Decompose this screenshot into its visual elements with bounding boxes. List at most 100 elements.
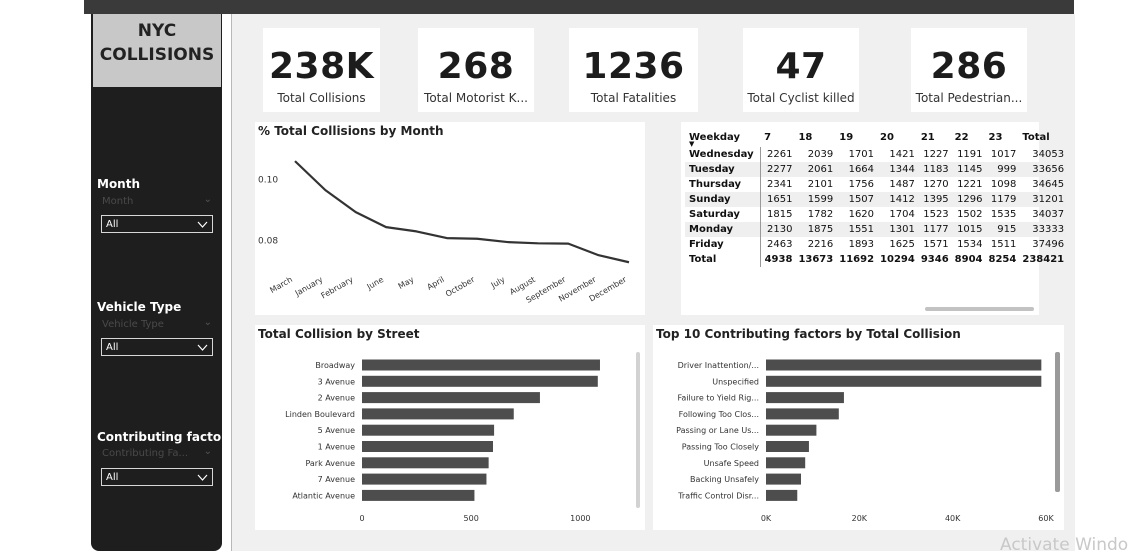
matrix-cell: 33333 — [1018, 222, 1067, 237]
line-point[interactable] — [596, 253, 601, 258]
kpi-value: 268 — [437, 46, 515, 87]
bar[interactable] — [766, 473, 801, 485]
kpi-card-total-cyclist-killed[interactable]: 47 Total Cyclist killed — [743, 28, 859, 112]
x-tick-label: 0 — [359, 514, 364, 523]
bar[interactable] — [362, 424, 495, 436]
bar[interactable] — [766, 441, 809, 452]
street-chart-scrollbar[interactable] — [636, 352, 640, 508]
matrix-cell: 1296 — [950, 192, 985, 207]
matrix-cell: 2039 — [807, 149, 834, 160]
category-label: 5 Avenue — [318, 426, 355, 435]
category-label: Backing Unsafely — [690, 475, 759, 484]
street-bar-chart-card[interactable]: Total Collision by Street Broadway 3 Aven… — [255, 325, 645, 530]
matrix-row[interactable]: Wednesday 2261 2039 1701 1421 1227 1191 1017 340… — [685, 147, 1066, 162]
matrix-cell: 1620 — [848, 209, 875, 220]
matrix-row-label: Tuesday — [685, 162, 761, 177]
matrix-row-label: Sunday — [685, 192, 761, 207]
bar[interactable] — [362, 375, 598, 387]
contributing-factors-dropdown-value: All — [106, 472, 119, 483]
matrix-cell: 1625 — [889, 239, 915, 250]
bar[interactable] — [766, 457, 806, 469]
kpi-card-total-pedestrian[interactable]: 286 Total Pedestrian... — [911, 28, 1027, 112]
matrix-col-header: 20 — [880, 131, 894, 143]
matrix-row-label: Monday — [685, 222, 761, 237]
month-dropdown[interactable]: All — [101, 215, 213, 233]
weekday-hour-matrix-card[interactable]: Weekday ▼ 7 18 19 20 21 22 23 Total Wedne… — [681, 122, 1067, 315]
matrix-cell: 1756 — [848, 179, 875, 190]
matrix-row[interactable]: Thursday 2341 2101 1756 1487 1270 1221 1098 3464… — [685, 177, 1066, 192]
line-point[interactable] — [475, 236, 480, 241]
factors-chart-scrollbar[interactable] — [1055, 352, 1060, 492]
matrix-col-header[interactable]: Weekday ▼ — [689, 131, 741, 149]
bar[interactable] — [362, 359, 600, 371]
month-line-chart-card[interactable]: % Total Collisions by Month 0.10 0.08 Marc… — [255, 122, 645, 315]
bar[interactable] — [362, 489, 475, 501]
line-point[interactable] — [627, 260, 632, 265]
category-label: 2 Avenue — [318, 394, 355, 403]
factors-bar-chart-card[interactable]: Top 10 Contributing factors by Total Col… — [653, 325, 1064, 530]
category-label: Unsafe Speed — [704, 459, 759, 468]
matrix-cell: 1221 — [957, 179, 983, 190]
matrix-cell: 37496 — [1032, 239, 1065, 250]
line-point[interactable] — [566, 241, 571, 246]
bar[interactable] — [362, 441, 493, 452]
matrix-cell: 1893 — [848, 239, 875, 250]
line-point[interactable] — [384, 225, 389, 230]
matrix-body: Wednesday 2261 2039 1701 1421 1227 1191 1017 340… — [685, 147, 1067, 267]
chevron-down-icon: ⌄ — [203, 194, 212, 205]
bar[interactable] — [362, 457, 489, 469]
matrix-cell: 1017 — [990, 149, 1017, 160]
category-label: Passing or Lane Us... — [676, 426, 759, 435]
contributing-factors-dropdown[interactable]: All — [101, 468, 213, 486]
month-dropdown-value: All — [106, 219, 119, 230]
line-point[interactable] — [505, 240, 510, 245]
chart-title: Total Collision by Street — [258, 327, 420, 341]
line-point[interactable] — [414, 229, 419, 234]
matrix-row-label: Wednesday — [685, 147, 761, 162]
matrix-row[interactable]: Sunday 1651 1599 1507 1412 1395 1296 1179 31201 — [685, 192, 1067, 207]
line-point[interactable] — [293, 159, 298, 164]
chevron-down-icon: ⌄ — [203, 317, 212, 328]
kpi-card-total-fatalities[interactable]: 1236 Total Fatalities — [569, 28, 698, 112]
bar[interactable] — [362, 408, 514, 420]
bar[interactable] — [766, 359, 1042, 371]
matrix-col-header: 21 — [920, 131, 935, 143]
matrix-row[interactable]: Monday 2130 1875 1551 1301 1177 1015 915 33333 — [685, 222, 1067, 237]
kpi-value: 47 — [775, 46, 827, 87]
matrix-total-row[interactable]: Total 4938 13673 11692 10294 9346 8904 8254 2384… — [685, 252, 1066, 267]
line-point[interactable] — [444, 236, 449, 241]
category-label: 3 Avenue — [318, 377, 355, 386]
line-point[interactable] — [323, 188, 328, 193]
matrix-cell: 1534 — [957, 239, 983, 250]
matrix-cell: 1395 — [916, 192, 951, 207]
matrix-cell: 1179 — [984, 192, 1019, 207]
bar[interactable] — [766, 375, 1042, 387]
bar[interactable] — [362, 473, 487, 485]
matrix-cell: 34645 — [1032, 179, 1065, 190]
matrix-cell: 1511 — [990, 239, 1017, 250]
category-label: 1 Avenue — [318, 443, 355, 452]
line-point[interactable] — [353, 210, 358, 215]
matrix-col-header: 19 — [839, 131, 854, 143]
line-series — [294, 160, 630, 264]
vehicle-type-dropdown[interactable]: All — [101, 338, 213, 356]
bar[interactable] — [362, 392, 540, 404]
bar[interactable] — [766, 392, 844, 404]
bar[interactable] — [766, 408, 839, 420]
kpi-card-total-motorist-killed[interactable]: 268 Total Motorist K... — [418, 28, 534, 112]
chart-title: % Total Collisions by Month — [258, 124, 444, 138]
kpi-value: 286 — [930, 46, 1008, 87]
kpi-card-total-collisions[interactable]: 238K Total Collisions — [263, 28, 380, 112]
matrix-row[interactable]: Tuesday 2277 2061 1664 1344 1183 1145 999 33656 — [685, 162, 1067, 177]
matrix-cell: 34037 — [1032, 209, 1065, 220]
vehicle-type-filter-placeholder: Vehicle Type ⌄ — [102, 317, 212, 330]
matrix-cell: 13673 — [798, 254, 834, 265]
matrix-row[interactable]: Friday 2463 2216 1893 1625 1571 1534 1511 37496 — [685, 237, 1066, 252]
line-point[interactable] — [535, 241, 540, 246]
chevron-down-icon — [197, 344, 208, 351]
bar[interactable] — [766, 424, 817, 436]
matrix-row[interactable]: Saturday 1815 1782 1620 1704 1523 1502 1535 3403… — [685, 207, 1066, 222]
matrix-horizontal-scrollbar[interactable] — [925, 307, 1034, 311]
matrix-cell: 1599 — [794, 192, 836, 207]
bar[interactable] — [766, 489, 798, 501]
